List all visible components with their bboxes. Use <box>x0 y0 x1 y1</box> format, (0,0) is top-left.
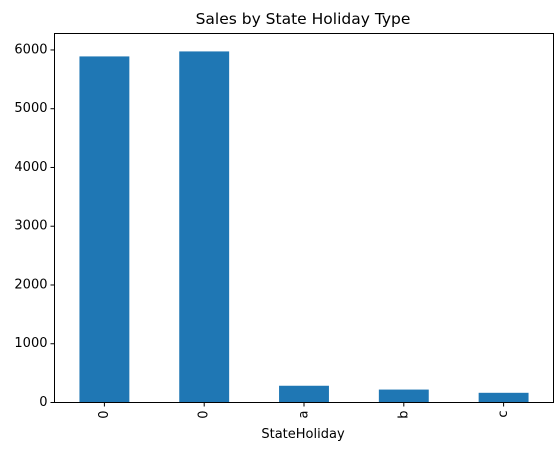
y-tick-label-2: 2000 <box>14 277 47 292</box>
y-axis: 0 1000 2000 3000 4000 5000 6000 <box>14 42 55 410</box>
x-tick-label-1: 0 <box>197 411 212 419</box>
bar-2 <box>279 385 329 403</box>
chart-title: Sales by State Holiday Type <box>196 10 411 28</box>
bar-1 <box>179 51 230 403</box>
x-tick-label-4: c <box>496 411 511 418</box>
x-tick-label-3: b <box>396 411 411 419</box>
x-tick-label-0: 0 <box>97 411 112 419</box>
y-tick-label-3: 3000 <box>14 219 47 234</box>
x-axis: 0 0 a b c <box>97 402 511 419</box>
x-axis-label: StateHoliday <box>261 427 345 442</box>
y-tick-label-6: 6000 <box>14 42 47 57</box>
y-tick-label-4: 4000 <box>14 160 47 175</box>
x-tick-label-2: a <box>297 411 312 419</box>
y-tick-label-0: 0 <box>39 395 47 410</box>
bar-4 <box>478 392 529 403</box>
bars-group <box>79 51 529 403</box>
bar-3 <box>378 389 429 403</box>
plot-frame <box>54 33 554 403</box>
y-tick-label-1: 1000 <box>14 336 47 351</box>
bar-0 <box>79 56 130 403</box>
y-tick-label-5: 5000 <box>14 101 47 116</box>
